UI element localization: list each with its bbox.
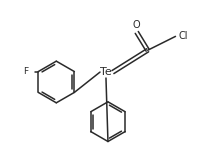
Text: F: F — [23, 67, 28, 76]
Text: Cl: Cl — [178, 31, 187, 41]
Text: O: O — [132, 20, 140, 30]
Text: Te: Te — [100, 67, 111, 77]
